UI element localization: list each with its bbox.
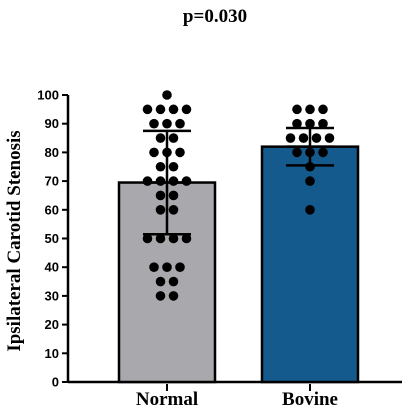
data-point [181, 233, 192, 244]
y-tick-label: 30 [45, 288, 59, 303]
y-tick-label: 20 [45, 317, 59, 332]
data-point [168, 233, 179, 244]
data-point [305, 118, 315, 129]
data-point [168, 291, 179, 301]
data-point [318, 104, 328, 115]
data-point [142, 104, 153, 115]
data-points [142, 90, 335, 301]
data-point [292, 104, 302, 115]
chart-title: p=0.030 [183, 6, 247, 27]
data-point [298, 133, 309, 143]
data-point [155, 233, 166, 244]
data-point [155, 276, 166, 287]
data-point [155, 190, 166, 201]
data-point [162, 118, 172, 129]
data-point [305, 176, 315, 186]
data-point [175, 147, 185, 158]
data-point [168, 205, 179, 215]
data-point [168, 276, 179, 287]
data-point [285, 133, 296, 143]
data-point [142, 176, 153, 186]
data-point [155, 291, 166, 301]
y-tick-label: 50 [45, 231, 59, 246]
data-point [181, 176, 192, 186]
data-point [292, 118, 302, 129]
data-point [162, 147, 172, 158]
data-point [305, 161, 315, 172]
data-point [311, 133, 322, 143]
data-point [181, 104, 192, 115]
data-point [168, 190, 179, 201]
x-tick-label-bovine: Bovine [282, 389, 338, 408]
data-point [318, 118, 328, 129]
data-point [142, 233, 153, 244]
data-point [305, 104, 315, 115]
y-tick-label: 10 [45, 346, 59, 361]
data-point [168, 176, 179, 186]
data-point [162, 90, 172, 100]
y-tick-label: 90 [45, 116, 59, 131]
data-point [305, 205, 315, 215]
data-point [305, 147, 315, 158]
data-point [168, 161, 179, 172]
data-point [324, 133, 335, 143]
data-point [155, 104, 166, 115]
data-point [175, 262, 185, 273]
data-point [292, 147, 302, 158]
data-point [149, 262, 159, 273]
data-point [149, 118, 159, 129]
data-point [162, 262, 172, 273]
y-tick-label: 60 [45, 202, 59, 217]
data-point [318, 147, 328, 158]
y-tick-label: 40 [45, 260, 59, 275]
y-axis-label: Ipsilateral Carotid Stenosis [4, 130, 25, 351]
data-point [168, 104, 179, 115]
data-point [168, 133, 179, 143]
y-tick-label: 100 [37, 88, 59, 103]
data-point [155, 133, 166, 143]
y-tick-label: 80 [45, 145, 59, 160]
axes: 0 10 20 30 40 50 60 70 80 90 100 Normal Bovine [37, 88, 402, 408]
data-point [155, 161, 166, 172]
data-point [155, 205, 166, 215]
data-point [149, 147, 159, 158]
y-tick-label: 0 [52, 375, 59, 390]
data-point [175, 118, 185, 129]
y-tick-label: 70 [45, 174, 59, 189]
data-point [155, 176, 166, 186]
x-tick-label-normal: Normal [136, 389, 198, 408]
